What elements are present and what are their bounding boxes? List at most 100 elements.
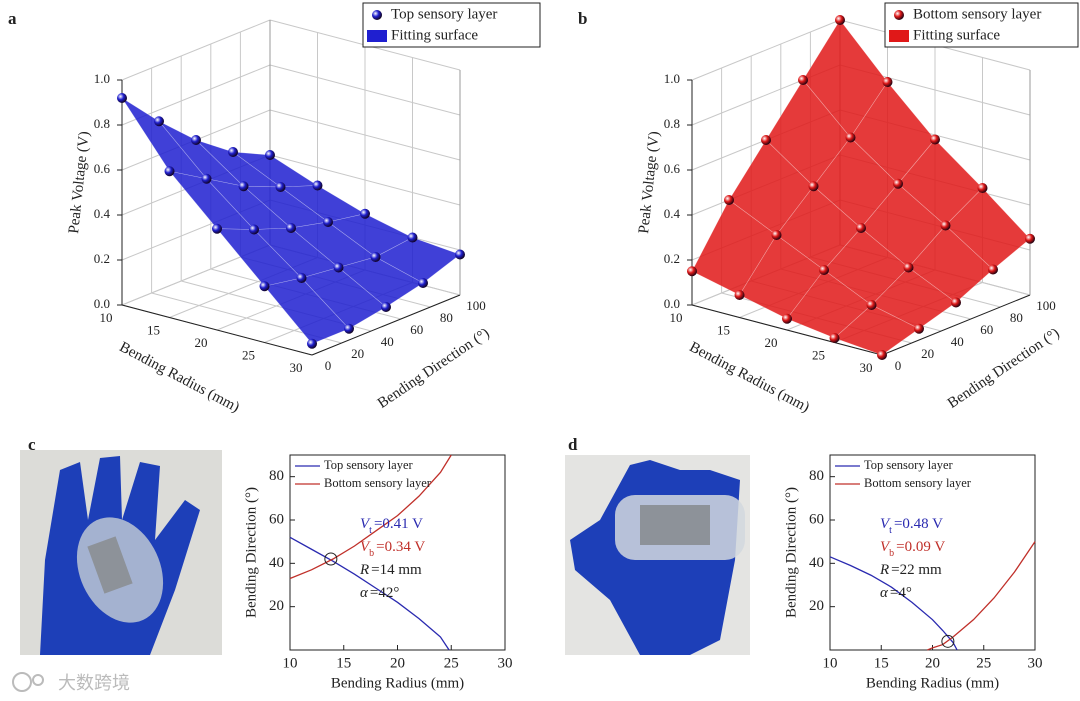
y-tick-label: 100 xyxy=(1036,298,1056,313)
data-point xyxy=(835,15,845,25)
data-point xyxy=(154,116,164,127)
data-point xyxy=(819,265,829,275)
data-point xyxy=(191,135,201,145)
x-tick-label: 20 xyxy=(195,335,208,350)
data-point xyxy=(1025,233,1035,244)
data-point xyxy=(988,264,998,275)
x-tick-label: 20 xyxy=(765,335,778,350)
x-tick-label: 20 xyxy=(390,655,405,671)
y-tick-label: 40 xyxy=(381,334,394,349)
data-point xyxy=(771,230,782,240)
series-line xyxy=(927,541,1036,651)
data-point xyxy=(381,302,391,312)
data-point xyxy=(228,147,238,157)
z-tick-label: 0.4 xyxy=(664,206,681,221)
annotation-text: =22 mm xyxy=(891,562,942,578)
annotation-text: =0.48 V xyxy=(894,516,943,532)
data-point xyxy=(407,232,418,243)
axis-line xyxy=(121,304,313,356)
x-axis-label: Bending Radius (mm) xyxy=(331,675,464,691)
z-tick-label: 1.0 xyxy=(664,71,680,86)
y-tick-label: 60 xyxy=(809,511,824,527)
data-point xyxy=(164,166,175,177)
photo-c xyxy=(20,450,222,655)
legend-entry: Top sensory layer xyxy=(324,458,414,472)
z-tick-label: 0.0 xyxy=(664,296,680,311)
axis-line xyxy=(691,304,883,356)
y-tick-label: 40 xyxy=(809,555,824,571)
y-tick-label: 20 xyxy=(921,346,934,361)
data-point xyxy=(761,135,771,145)
annotation-symbol: R xyxy=(879,562,889,578)
y-tick-label: 100 xyxy=(466,298,486,313)
data-point xyxy=(275,182,286,192)
annotation-symbol: α xyxy=(880,585,889,601)
data-point xyxy=(286,223,296,233)
data-point xyxy=(418,278,428,288)
grid-line xyxy=(121,19,271,81)
x-tick-label: 30 xyxy=(498,655,513,671)
annotation: Vb =0.34 V xyxy=(360,539,425,558)
annotation-symbol: V xyxy=(360,539,371,555)
y-tick-label: 0 xyxy=(895,358,902,373)
annotation-symbol: α xyxy=(360,585,369,601)
y-tick-label: 20 xyxy=(351,346,364,361)
annotation-symbol: V xyxy=(880,516,891,532)
series-line xyxy=(289,536,450,651)
annotation: Vb =0.09 V xyxy=(880,539,945,558)
intersection-marker xyxy=(941,634,955,648)
data-point xyxy=(687,266,697,277)
x-tick-label: 25 xyxy=(444,655,459,671)
grid-line xyxy=(269,109,461,161)
data-point xyxy=(344,323,354,334)
x-tick-label: 25 xyxy=(242,347,255,362)
annotation-symbol: R xyxy=(359,562,369,578)
y-tick-label: 80 xyxy=(269,468,284,484)
data-point xyxy=(212,223,222,234)
legend-box xyxy=(362,2,541,48)
y-tick-label: 0 xyxy=(325,358,332,373)
data-point xyxy=(903,262,914,273)
data-point xyxy=(307,338,317,349)
legend-entry: Bottom sensory layer xyxy=(864,476,972,490)
data-point xyxy=(201,173,212,184)
data-point xyxy=(238,181,249,192)
data-point xyxy=(866,300,877,310)
data-point xyxy=(930,134,940,145)
legend-symbol xyxy=(367,30,387,42)
data-point xyxy=(323,217,333,227)
data-point xyxy=(724,195,734,205)
panel-label: d xyxy=(568,435,578,454)
annotation-text: =14 mm xyxy=(371,562,422,578)
annotation-text: =0.41 V xyxy=(374,516,423,532)
data-point xyxy=(808,181,819,192)
annotation-text: =42° xyxy=(370,585,399,601)
photo-d xyxy=(565,455,750,655)
y-tick-label: 20 xyxy=(269,598,284,614)
watermark-logo xyxy=(12,672,44,692)
panel-label: c xyxy=(28,435,36,454)
data-point xyxy=(977,183,988,193)
x-tick-label: 10 xyxy=(283,655,298,671)
y-axis-label: Bending Direction (°) xyxy=(783,487,799,618)
x-tick-label: 10 xyxy=(823,655,838,671)
z-tick-label: 0.4 xyxy=(94,206,111,221)
axis-line xyxy=(311,294,461,356)
z-axis-label: Peak Voltage (V) xyxy=(636,131,663,235)
annotation: R =14 mm xyxy=(359,562,422,578)
x-tick-label: 30 xyxy=(860,360,873,375)
x-axis-label: Bending Radius (mm) xyxy=(866,675,999,691)
z-tick-label: 0.8 xyxy=(664,116,680,131)
data-point xyxy=(734,290,745,300)
z-tick-label: 0.0 xyxy=(94,296,110,311)
panel-label: b xyxy=(578,9,587,28)
z-tick-label: 0.6 xyxy=(94,161,111,176)
data-point xyxy=(882,77,893,87)
x-tick-label: 15 xyxy=(147,322,160,337)
annotation: α =4° xyxy=(880,585,912,601)
x-tick-label: 15 xyxy=(874,655,889,671)
legend-box xyxy=(884,2,1079,48)
data-point xyxy=(117,93,127,103)
x-axis-label: Bending Radius (mm) xyxy=(117,339,242,416)
